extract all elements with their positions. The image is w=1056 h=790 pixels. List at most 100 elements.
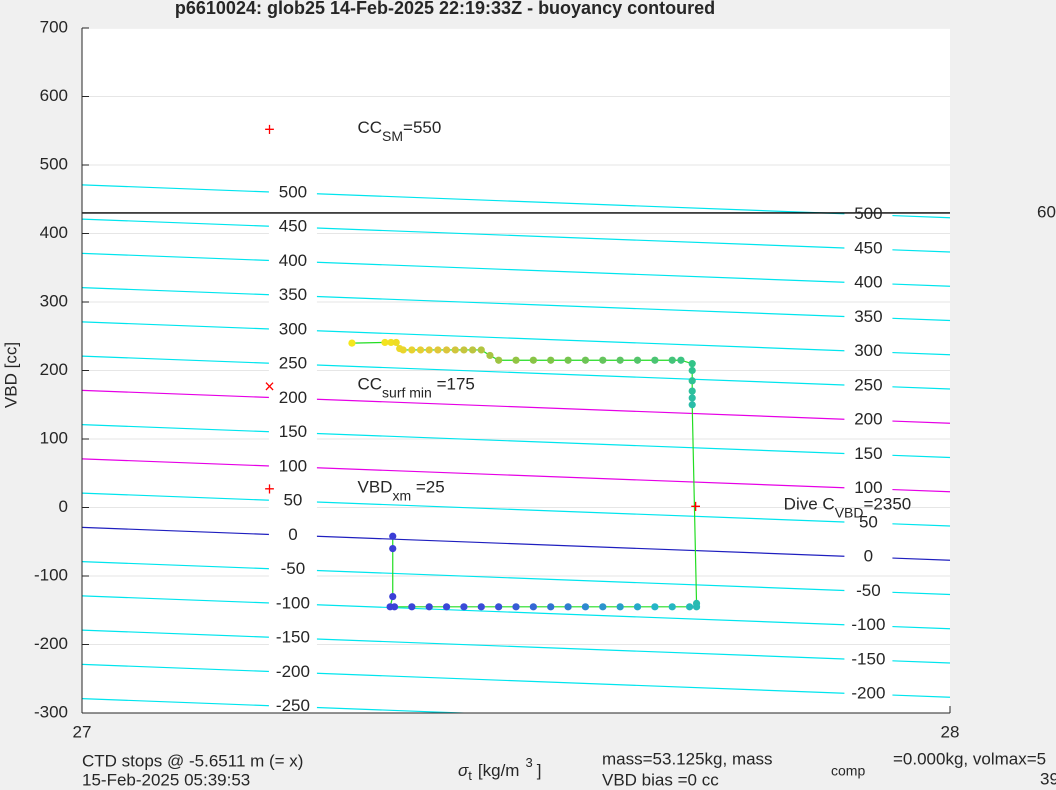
contour-label-bg [844,273,893,294]
contour-label: 0 [288,525,297,544]
footer-text: 15-Feb-2025 05:39:53 [82,770,250,789]
marker: + [264,479,275,499]
x-label-part: t [468,768,472,783]
contour-label-bg [268,662,317,683]
contour-label: -50 [856,581,881,600]
y-tick-label: 600 [40,86,68,105]
annotation-part: =25 [411,478,445,497]
trace-point [425,603,433,611]
y-tick-label: 0 [59,497,68,516]
plot-layer [82,28,950,713]
contour-label-bg [844,478,893,499]
chart-title: p6610024: glob25 14-Feb-2025 22:19:33Z -… [175,0,715,18]
trace-point [564,356,572,364]
reference-label: 60 [1037,202,1056,221]
contour-label-bg [844,238,893,259]
trace-point [668,356,676,364]
contour-label: 150 [279,422,307,441]
annotation-part: =175 [432,375,475,394]
annotation-part: xm [392,487,411,503]
contour-line [82,561,950,596]
annotation-part: =550 [403,118,441,137]
trace-point [381,338,389,347]
contour-line [82,663,950,698]
footer-text: =0.000kg, volmax=5 [893,749,1046,768]
trace-point [477,603,485,611]
contour-label-bg [268,696,317,713]
contour-label-bg [844,307,893,328]
contour-label: -150 [851,649,885,668]
trace-point [477,346,485,354]
marker: + [264,120,275,140]
x-label-part: 3 [525,755,532,770]
trace-point [651,356,659,364]
y-tick-label: 400 [40,223,68,242]
annotation: Dive CVBD=2350 [784,495,912,520]
trace-point [460,346,468,354]
contour-label-bg [268,559,317,580]
contour-label-bg [844,444,893,465]
marker: + [690,496,701,516]
trace-point [442,603,451,611]
annotation-part: surf min [382,384,432,400]
x-label-part: [kg/m [478,761,520,780]
contour-label-bg [844,684,893,705]
trace-point [512,356,520,364]
contour-label-bg [268,525,317,546]
trace-point [392,338,400,347]
trace-point [581,603,590,611]
trace-point [460,603,468,611]
trace-point [688,360,696,368]
trace-point [451,346,459,354]
contour-label: 500 [854,204,882,223]
contour-line [82,526,950,561]
contour-label-bg [844,649,893,670]
contour-line [82,492,950,527]
trace-point [688,394,696,402]
trace-point [599,603,607,611]
annotation-part: =2350 [863,495,911,514]
contour-label: -250 [276,696,310,715]
contour-label-bg [268,285,317,306]
contour-label: 400 [854,273,882,292]
trace-point [688,387,696,395]
x-tick-label: 28 [941,722,960,741]
annotation-part: VBD [357,478,392,497]
trace-point [408,603,416,611]
trace-point [408,346,416,354]
y-tick-label: -200 [34,634,68,653]
contour-label: -50 [281,559,306,578]
contour-label-bg [844,341,893,362]
contour-label: 150 [854,444,882,463]
y-tick-label: -100 [34,565,68,584]
contour-label: 300 [854,341,882,360]
contour-label: -200 [851,684,885,703]
trace-point [387,338,395,347]
contour-label-bg [268,422,317,443]
y-tick-label: 500 [40,154,68,173]
contour-label-bg [844,581,893,602]
contour-label: 350 [279,285,307,304]
contour-label-bg [268,628,317,649]
contour-label: 100 [279,456,307,475]
trace-point [633,356,642,364]
contour-line [82,629,950,664]
contour-line [82,698,478,713]
trace-point [529,356,537,364]
contour-label: 0 [864,547,873,566]
contour-label-bg [268,593,317,614]
trace-point [399,346,407,354]
trace-point [512,603,520,611]
contour-label: 450 [279,217,307,236]
contour-label: -200 [276,662,310,681]
contour-label-bg [268,388,317,409]
contour-label-bg [844,204,893,225]
contour-label: -100 [851,615,885,634]
annotation-part: SM [382,127,403,143]
contour-label-bg [268,182,317,203]
contour-line [82,355,950,390]
trace-point [651,603,659,611]
y-axis-label: VBD [cc] [1,342,20,408]
trace-point [688,377,696,385]
